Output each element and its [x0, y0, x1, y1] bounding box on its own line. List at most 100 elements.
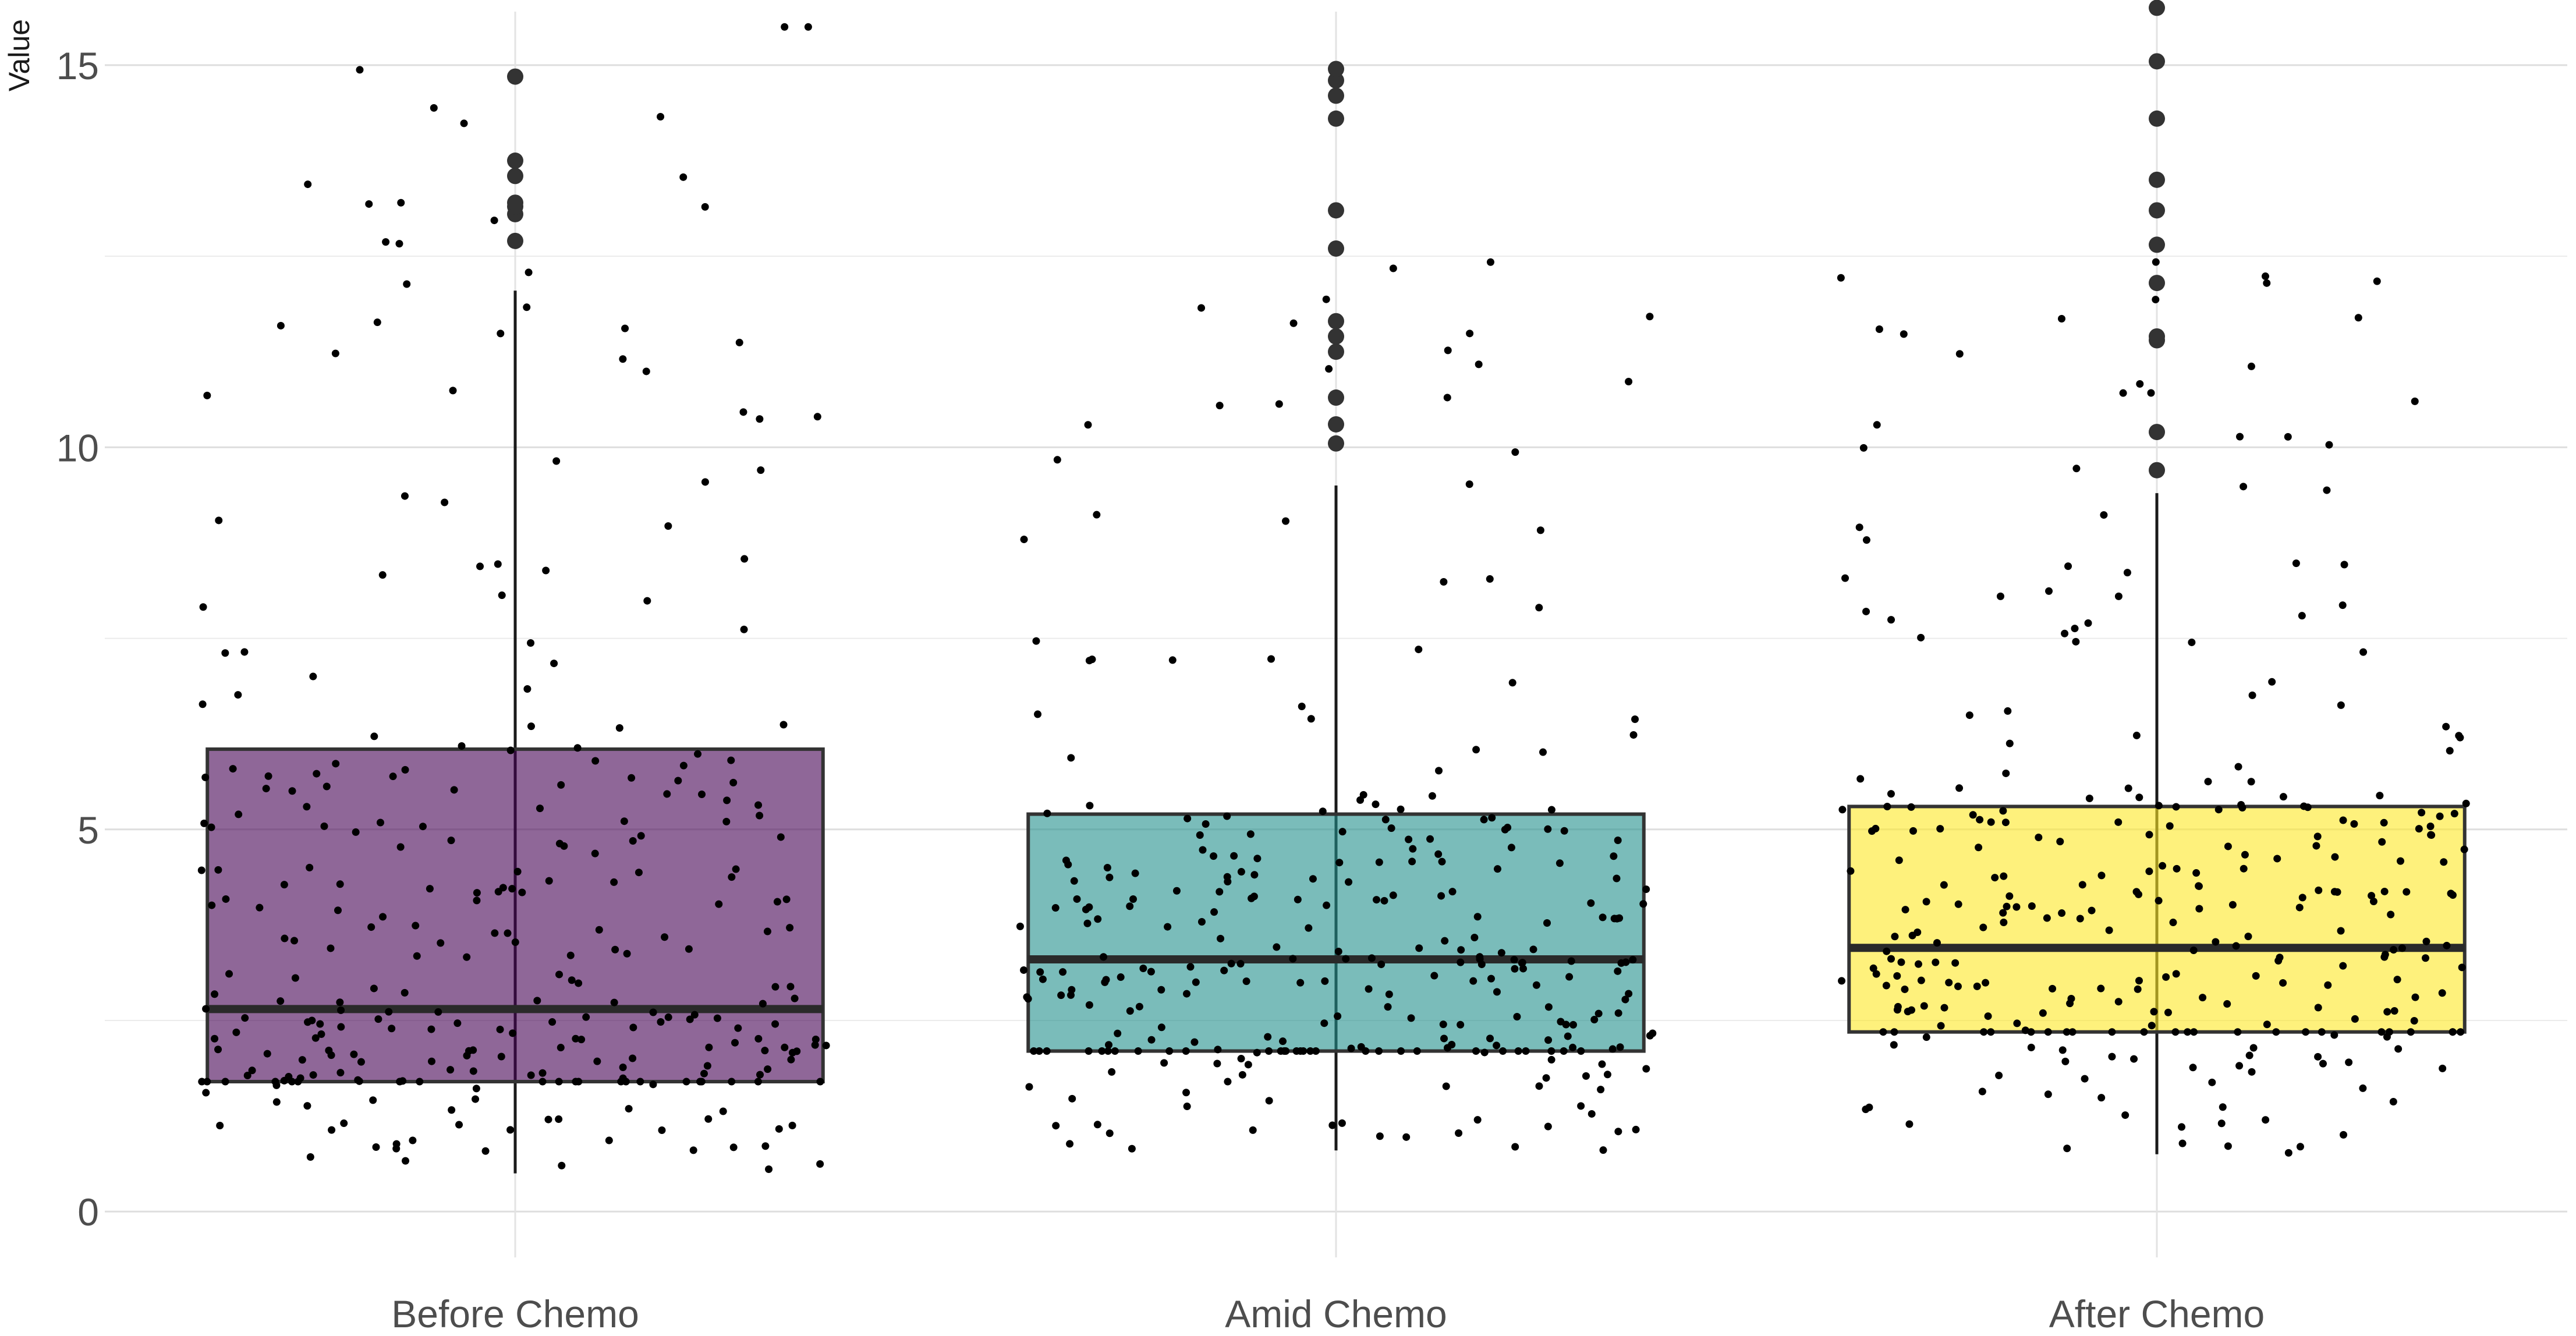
data-point — [412, 922, 420, 930]
data-point — [309, 1071, 317, 1079]
data-point — [1598, 1060, 1606, 1068]
data-point — [786, 983, 795, 991]
data-point — [403, 280, 411, 288]
data-point — [2105, 926, 2113, 934]
data-point — [775, 1125, 783, 1133]
data-point — [511, 938, 519, 946]
data-point — [2071, 625, 2079, 633]
data-point — [777, 833, 785, 841]
data-point — [1856, 775, 1865, 783]
data-point — [2313, 832, 2322, 841]
data-point — [235, 810, 243, 818]
data-point — [506, 1126, 515, 1134]
data-point — [1389, 891, 1397, 899]
data-point — [2440, 858, 2448, 866]
data-point — [1646, 1032, 1654, 1040]
data-point — [582, 1013, 590, 1021]
data-point — [679, 173, 688, 181]
data-point — [734, 1024, 742, 1032]
data-point — [1890, 1028, 1898, 1036]
data-point — [1306, 1047, 1314, 1055]
data-point — [1114, 1029, 1122, 1037]
outlier-point — [1328, 72, 1344, 89]
data-point — [1275, 400, 1283, 408]
data-point — [1020, 536, 1028, 544]
data-point — [1444, 346, 1452, 355]
data-point — [2296, 1143, 2304, 1151]
data-point — [761, 1142, 770, 1150]
data-point — [2192, 869, 2201, 877]
data-point — [1542, 1074, 1550, 1082]
data-point — [685, 945, 693, 953]
data-point — [1511, 965, 1519, 973]
data-point — [1917, 633, 1925, 642]
data-point — [538, 1069, 547, 1077]
data-point — [2058, 1046, 2067, 1054]
data-point — [370, 732, 378, 740]
data-point — [2376, 792, 2384, 800]
outlier-point — [507, 168, 523, 185]
data-point — [2013, 1019, 2021, 1027]
data-point — [643, 597, 651, 605]
data-point — [2235, 1062, 2244, 1070]
data-point — [1020, 966, 1028, 974]
data-point — [552, 457, 561, 465]
outlier-point — [507, 194, 523, 211]
data-point — [1979, 923, 1987, 931]
data-point — [2172, 803, 2180, 811]
data-point — [2152, 258, 2160, 266]
data-point — [262, 785, 270, 793]
data-point — [2004, 707, 2012, 715]
data-point — [1469, 977, 1477, 985]
data-point — [2162, 973, 2170, 981]
data-point — [332, 760, 340, 768]
data-point — [1873, 421, 1881, 429]
data-point — [1068, 1094, 1076, 1103]
data-point — [1328, 1121, 1337, 1129]
outlier-point — [1328, 313, 1344, 329]
data-point — [756, 415, 764, 423]
data-point — [2049, 984, 2057, 993]
data-point — [447, 1066, 455, 1074]
data-point — [1472, 746, 1480, 754]
data-point — [1108, 1068, 1116, 1076]
data-point — [434, 1008, 442, 1016]
data-point — [2002, 769, 2010, 777]
data-point — [729, 1143, 738, 1151]
data-point — [288, 1078, 296, 1086]
outlier-point — [2149, 462, 2165, 479]
data-point — [1338, 828, 1347, 836]
data-point — [1859, 444, 1868, 452]
data-point — [1862, 536, 1870, 544]
data-point — [1610, 852, 1618, 860]
data-point — [2268, 678, 2276, 686]
data-point — [1264, 1033, 1272, 1041]
data-point — [1937, 1022, 1945, 1030]
data-point — [2044, 1090, 2052, 1098]
data-point — [1582, 1072, 1590, 1080]
data-point — [277, 997, 285, 1005]
data-point — [211, 1034, 219, 1043]
data-point — [544, 1115, 552, 1124]
data-point — [1999, 807, 2007, 815]
data-point — [2199, 994, 2207, 1002]
box-after-chemo — [1847, 805, 2467, 1034]
data-point — [1298, 702, 1306, 710]
data-point — [2338, 601, 2347, 609]
data-point — [1486, 575, 1494, 583]
data-point — [1982, 979, 1990, 987]
data-point — [357, 1058, 365, 1066]
data-point — [523, 685, 532, 693]
data-point — [1920, 1002, 1928, 1010]
box-before-chemo — [205, 747, 825, 1084]
data-point — [1543, 919, 1551, 927]
boxes — [205, 290, 2467, 1174]
data-point — [701, 203, 709, 211]
data-point — [508, 885, 516, 893]
data-point — [2421, 954, 2429, 962]
data-point — [2339, 816, 2347, 824]
data-point — [472, 1095, 480, 1103]
data-point — [1625, 990, 1633, 998]
data-point — [1312, 1047, 1320, 1055]
